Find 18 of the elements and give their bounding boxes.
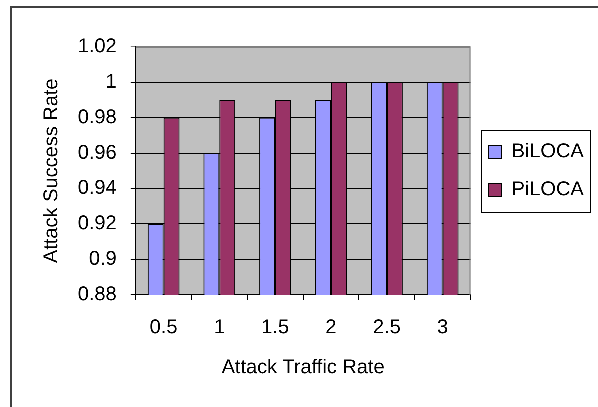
legend-label: PiLOCA	[512, 178, 585, 201]
x-tick-label: 2	[326, 316, 337, 339]
y-tick-label: 0.94	[78, 177, 117, 200]
y-tick-label: 1	[106, 70, 117, 93]
legend-label: BiLOCA	[512, 140, 585, 163]
x-tick-label: 2.5	[373, 316, 401, 339]
y-tick-label: 0.98	[78, 106, 117, 128]
y-tick-label: 0.96	[78, 142, 117, 164]
y-tick-label: 1.02	[78, 36, 117, 58]
x-tick-label: 3	[437, 316, 448, 339]
y-tick-label: 0.88	[78, 284, 117, 306]
x-tick-label: 0.5	[150, 316, 178, 339]
y-tick-label: 0.92	[78, 212, 117, 235]
y-tick-label: 0.9	[89, 248, 117, 270]
x-tick-label: 1.5	[262, 316, 290, 339]
x-axis-title: Attack Traffic Rate	[222, 356, 385, 379]
x-tick-label: 1	[214, 316, 226, 339]
y-axis-title: Attack Success Rate	[40, 78, 63, 264]
